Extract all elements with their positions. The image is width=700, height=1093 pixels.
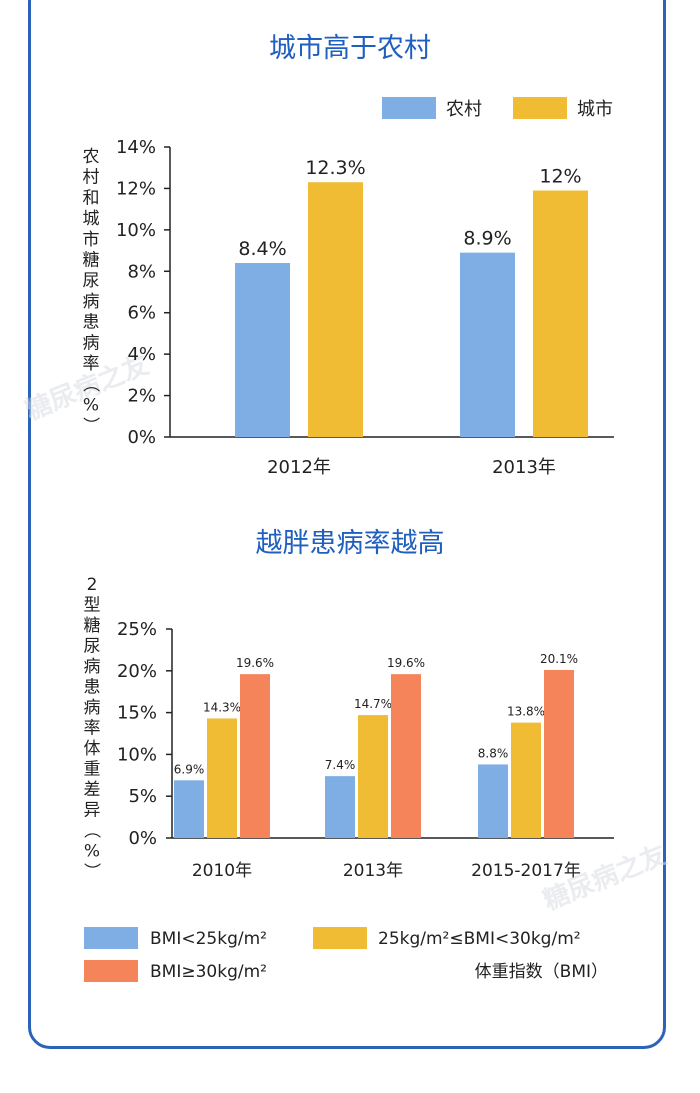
content-card xyxy=(28,0,666,1049)
chart2-ylabel-char: 患 xyxy=(84,678,101,698)
chart2-data-label: 14.7% xyxy=(354,697,392,711)
chart2-bar xyxy=(391,674,421,838)
chart2-ytick-label: 15% xyxy=(117,703,157,724)
chart2-bar xyxy=(358,715,388,838)
chart2-category-label: 2010年 xyxy=(192,861,252,881)
chart2-ylabel-char: （ xyxy=(81,822,101,839)
chart2-ytick-label: 0% xyxy=(128,828,157,849)
chart1-legend-rural: 农村 xyxy=(446,99,482,120)
chart2-bar xyxy=(240,674,270,838)
chart1-ytick-label: 10% xyxy=(116,220,156,241)
chart2-xlabel: 体重指数（BMI） xyxy=(475,962,608,982)
chart2-ylabel-char: 体 xyxy=(84,739,101,759)
chart1-category-label: 2012年 xyxy=(267,457,331,478)
chart2-data-label: 13.8% xyxy=(507,705,545,719)
chart1-bar xyxy=(460,252,515,437)
chart1-ytick-label: 6% xyxy=(127,303,156,324)
chart1-ylabel-char: 病 xyxy=(83,333,100,353)
chart2-ylabel-char: % xyxy=(84,842,100,862)
chart1-ytick-label: 2% xyxy=(127,386,156,407)
chart1-legend-urban: 城市 xyxy=(577,99,613,120)
chart2-bar xyxy=(478,764,508,838)
chart1-bar xyxy=(235,263,290,437)
chart2-data-label: 6.9% xyxy=(174,762,205,776)
chart2-legend-swatch-low xyxy=(84,927,138,949)
chart2-ylabel-char: 异 xyxy=(84,801,101,821)
chart2-bar xyxy=(544,669,574,838)
chart1-ylabel-char: 病 xyxy=(83,292,100,312)
chart1-ytick-label: 4% xyxy=(127,344,156,365)
chart2-bar xyxy=(174,780,204,838)
chart1-bar xyxy=(308,182,363,437)
chart2-ylabel-char: ） xyxy=(81,863,101,880)
chart1-ylabel-char: 市 xyxy=(83,230,100,250)
chart2-ylabel-char: 糖 xyxy=(84,616,101,636)
chart2-legend-swatch-high xyxy=(84,960,138,982)
chart2-data-label: 19.6% xyxy=(387,656,425,670)
chart1-ytick-label: 12% xyxy=(116,178,156,199)
chart1-ylabel-char: 农 xyxy=(83,147,100,167)
chart2-ytick-label: 25% xyxy=(117,619,157,640)
chart1-data-label: 8.9% xyxy=(463,228,511,250)
chart2-ylabel-char: 型 xyxy=(84,596,101,616)
chart1-ylabel-char: % xyxy=(83,395,99,415)
chart1-ylabel-char: 和 xyxy=(83,188,100,208)
chart2-data-label: 14.3% xyxy=(203,700,241,714)
chart2-bar xyxy=(511,722,541,838)
chart1-ylabel-char: （ xyxy=(80,375,100,392)
chart2-legend-swatch-mid xyxy=(313,927,367,949)
chart2-data-label: 8.8% xyxy=(478,746,509,760)
chart1-ylabel-char: 率 xyxy=(83,354,100,374)
chart2-ylabel-char: 病 xyxy=(84,657,101,677)
chart1-legend-swatch-rural xyxy=(382,97,436,119)
chart1-ytick-label: 14% xyxy=(116,137,156,158)
chart1-data-label: 12.3% xyxy=(305,157,365,179)
chart2-title: 越胖患病率越高 xyxy=(256,528,445,559)
chart1-ylabel-char: 尿 xyxy=(83,271,100,291)
chart1-title: 城市高于农村 xyxy=(269,33,431,64)
chart2-category-label: 2013年 xyxy=(343,861,403,881)
chart1-category-label: 2013年 xyxy=(492,457,556,478)
chart2-bar xyxy=(207,718,237,838)
chart2-ylabel-char: 重 xyxy=(84,760,101,780)
chart2-data-label: 20.1% xyxy=(540,652,578,666)
chart2-data-label: 7.4% xyxy=(325,758,356,772)
chart2-ylabel-char: 差 xyxy=(84,780,101,800)
chart1-data-label: 12% xyxy=(539,166,581,188)
chart1-ylabel-char: 患 xyxy=(83,313,100,333)
chart1-ytick-label: 0% xyxy=(127,427,156,448)
chart2-data-label: 19.6% xyxy=(236,656,274,670)
chart2-ylabel-char: 2 xyxy=(87,575,98,595)
chart2-category-label: 2015-2017年 xyxy=(471,861,581,881)
chart2-ytick-label: 5% xyxy=(128,786,157,807)
chart1-ytick-label: 8% xyxy=(127,261,156,282)
chart2-legend-mid: 25kg/m²≤BMI<30kg/m² xyxy=(378,929,581,949)
chart2-bar xyxy=(325,776,355,838)
chart1-ylabel-char: 村 xyxy=(83,168,100,188)
chart2-ylabel-char: 病 xyxy=(84,698,101,718)
chart2-legend-high: BMI≥30kg/m² xyxy=(150,962,267,982)
chart1-data-label: 8.4% xyxy=(238,238,286,260)
chart2-ylabel-char: 尿 xyxy=(84,637,101,657)
chart2-ytick-label: 20% xyxy=(117,661,157,682)
chart1-bar xyxy=(533,190,588,437)
chart1-ylabel-char: 糖 xyxy=(83,251,100,271)
chart1-legend-swatch-urban xyxy=(513,97,567,119)
chart2-ytick-label: 10% xyxy=(117,744,157,765)
chart1-ylabel-char: ） xyxy=(80,417,100,434)
chart1-ylabel-char: 城 xyxy=(83,209,100,229)
chart2-legend-low: BMI<25kg/m² xyxy=(150,929,267,949)
chart2-ylabel-char: 率 xyxy=(84,719,101,739)
